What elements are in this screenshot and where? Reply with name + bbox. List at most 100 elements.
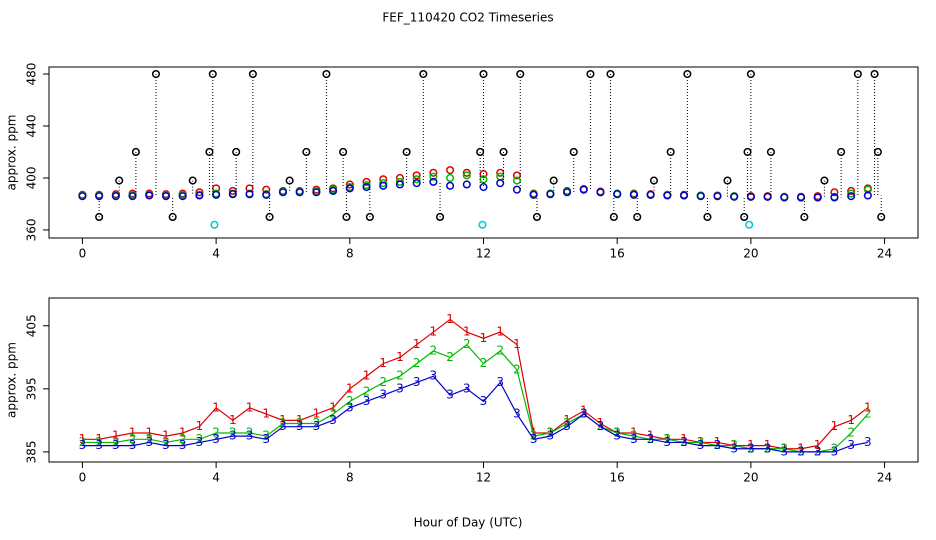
point-marker: 1 (496, 325, 504, 339)
data-point (195, 191, 204, 200)
point-marker: 1 (814, 438, 822, 452)
point-marker: 1 (145, 425, 153, 439)
point-marker: 2 (413, 356, 421, 370)
data-point (262, 190, 271, 199)
point-marker: 3 (797, 444, 805, 458)
data-point (512, 176, 521, 185)
point-marker: 1 (563, 413, 571, 427)
point-marker: 2 (179, 432, 187, 446)
y-tick-label: 405 (25, 314, 39, 337)
data-point (362, 177, 371, 186)
data-point (743, 147, 752, 157)
x-tick-label: 16 (610, 471, 625, 485)
data-point (847, 189, 856, 198)
y-tick-label: 400 (25, 167, 39, 190)
data-point (412, 171, 421, 180)
point-marker: 3 (346, 400, 354, 414)
data-point (853, 69, 862, 79)
point-marker: 1 (630, 425, 638, 439)
data-point (479, 69, 488, 79)
data-point (161, 192, 171, 201)
point-marker: 3 (547, 429, 555, 443)
data-point (569, 147, 578, 157)
data-point (740, 212, 749, 221)
data-point (646, 190, 655, 199)
data-point (529, 190, 538, 199)
point-marker: 2 (396, 369, 404, 383)
data-point (365, 212, 374, 221)
data-point (813, 193, 822, 202)
point-marker: 2 (446, 350, 454, 364)
point-marker: 1 (346, 381, 354, 395)
data-point (870, 69, 879, 79)
data-point (395, 180, 404, 189)
data-point (863, 185, 872, 194)
point-marker: 1 (396, 350, 404, 364)
point-marker: 2 (212, 425, 220, 439)
data-point (128, 192, 137, 201)
point-marker: 3 (413, 375, 421, 389)
data-point (462, 168, 471, 177)
point-marker: 2 (196, 432, 204, 446)
data-point (151, 69, 161, 79)
point-marker: 3 (379, 388, 387, 402)
data-point (446, 166, 455, 175)
point-marker: 2 (363, 384, 371, 398)
x-tick-label: 4 (212, 247, 220, 261)
data-point (800, 212, 809, 221)
data-point (188, 176, 197, 185)
point-marker: 1 (162, 429, 170, 443)
point-marker: 1 (747, 438, 755, 452)
data-point (429, 168, 438, 177)
data-point (115, 176, 124, 185)
point-marker: 2 (563, 416, 571, 430)
point-marker: 2 (697, 435, 705, 449)
point-marker: 3 (212, 432, 220, 446)
y-tick-label: 440 (25, 115, 39, 138)
point-marker: 3 (229, 429, 237, 443)
point-marker: 1 (262, 407, 270, 421)
point-marker: 1 (530, 425, 538, 439)
point-marker: 1 (714, 435, 722, 449)
data-point (496, 179, 505, 188)
point-marker: 2 (95, 435, 103, 449)
point-marker: 1 (246, 400, 254, 414)
point-marker: 2 (831, 441, 839, 455)
point-marker: 2 (730, 438, 738, 452)
point-marker: 2 (530, 429, 538, 443)
data-point (596, 188, 605, 197)
data-point (429, 177, 438, 186)
point-marker: 1 (79, 432, 87, 446)
data-point (322, 69, 331, 79)
point-marker: 2 (864, 407, 872, 421)
data-point (703, 212, 712, 221)
point-marker: 3 (262, 432, 270, 446)
data-point (796, 193, 806, 202)
data-point (262, 185, 271, 194)
data-point (95, 192, 104, 201)
point-marker: 3 (613, 429, 621, 443)
point-marker: 2 (346, 394, 354, 408)
point-marker: 3 (296, 419, 304, 433)
data-point (178, 192, 187, 201)
data-point (412, 179, 421, 188)
point-marker: 1 (680, 432, 688, 446)
point-marker: 1 (129, 425, 137, 439)
data-point (295, 188, 304, 197)
x-axis-label: Hour of Day (UTC) (414, 516, 523, 530)
point-marker: 3 (480, 394, 488, 408)
point-marker: 2 (496, 343, 504, 357)
data-point (629, 190, 638, 199)
data-point (745, 220, 754, 229)
data-point (609, 212, 618, 221)
data-point (78, 192, 87, 201)
point-marker: 2 (613, 425, 621, 439)
data-point (847, 192, 856, 201)
point-marker: 1 (95, 432, 103, 446)
chart-title: FEF_110420 CO2 Timeseries (382, 11, 553, 25)
point-marker: 3 (747, 441, 755, 455)
point-marker: 3 (714, 438, 722, 452)
point-marker: 3 (680, 435, 688, 449)
point-marker: 1 (313, 407, 321, 421)
point-marker: 3 (196, 435, 204, 449)
